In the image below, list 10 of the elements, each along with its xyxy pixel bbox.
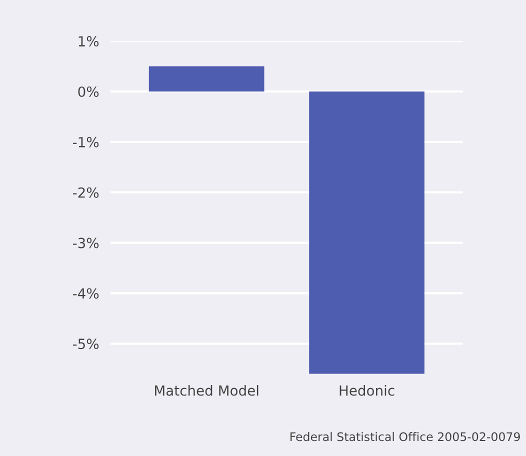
y-tick-label: -5%: [72, 338, 99, 350]
x-tick-label: Matched Model: [155, 385, 258, 396]
y-tick-label: 1%: [78, 36, 99, 47]
x-tick-label: Hedonic: [340, 385, 394, 396]
y-tick-label: 0%: [78, 86, 99, 97]
y-tick-label: -1%: [72, 136, 99, 148]
y-tick-label: -3%: [72, 238, 99, 248]
text: Federal Statistical Office 2005-02-0079: [290, 432, 520, 442]
y-tick-label: -2%: [72, 187, 99, 198]
y-tick-label: -4%: [72, 288, 99, 299]
